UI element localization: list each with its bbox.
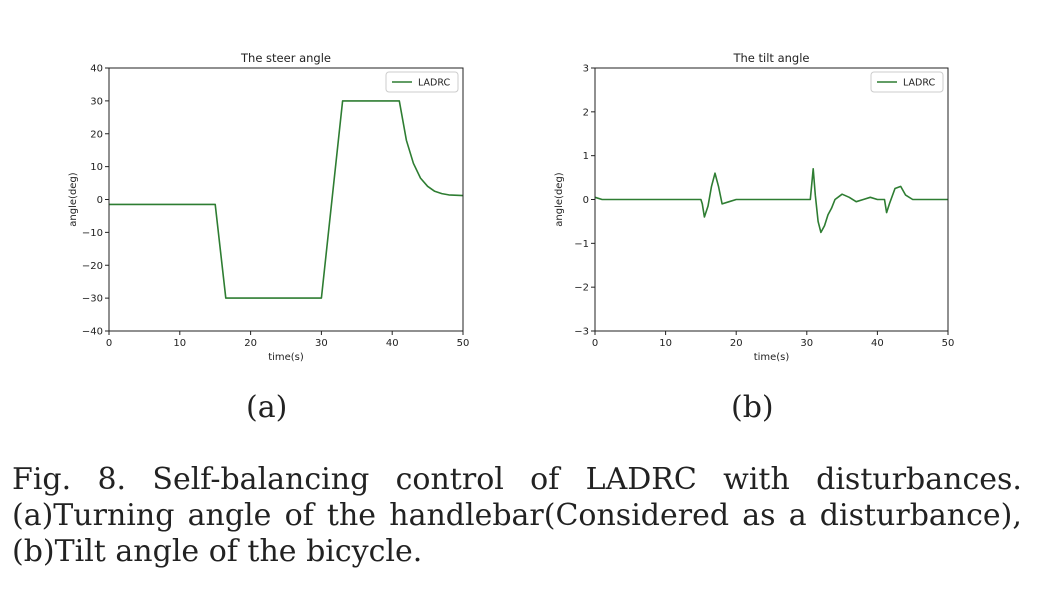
- x-tick-label: 10: [659, 338, 672, 349]
- legend-label: LADRC: [903, 78, 935, 89]
- caption-word: Self-balancing: [152, 462, 370, 497]
- x-tick-label: 0: [592, 338, 598, 349]
- x-axis-label: time(s): [268, 352, 304, 363]
- legend: LADRC: [870, 71, 944, 93]
- y-tick-label: 2: [583, 107, 589, 118]
- caption-word: Fig.: [12, 462, 72, 497]
- sub-label-b: (b): [731, 390, 774, 425]
- y-tick-label: 10: [90, 162, 103, 173]
- y-tick-label: 1: [583, 151, 589, 162]
- y-tick-label: −10: [82, 228, 103, 239]
- caption-word: handlebar(Considered: [389, 498, 730, 533]
- caption-word: angle: [187, 498, 272, 533]
- y-tick-label: −3: [574, 327, 589, 338]
- figure-caption: Fig. 8. Self-balancing control of LADRC …: [12, 462, 1022, 570]
- x-tick-label: 50: [942, 338, 955, 349]
- y-tick-label: 20: [90, 129, 103, 140]
- series-line-ladrc: [594, 168, 948, 234]
- y-axis-label: angle(deg): [68, 172, 79, 226]
- caption-word: of: [284, 498, 314, 533]
- caption-word: of: [530, 462, 560, 497]
- y-axis-label: angle(deg): [554, 172, 565, 226]
- y-tick-label: 40: [90, 64, 103, 75]
- chart-a: The steer angle 0 10 20 30 40 50 40 30 20 10 0 −10 −2…: [68, 51, 469, 363]
- caption-word: (a)Turning: [12, 498, 175, 533]
- sub-label-a: (a): [246, 390, 288, 425]
- y-tick-label: 3: [583, 64, 589, 75]
- caption-word: with: [723, 462, 790, 497]
- caption-word: 8.: [97, 462, 127, 497]
- caption-line-1: Fig. 8. Self-balancing control of LADRC …: [12, 462, 1022, 498]
- y-tick-label: −30: [82, 294, 103, 305]
- x-tick-label: 20: [730, 338, 743, 349]
- y-tick-label: 0: [97, 195, 103, 206]
- legend-label: LADRC: [418, 78, 450, 89]
- chart-title: The steer angle: [240, 51, 331, 65]
- y-tick-label: 0: [583, 195, 589, 206]
- caption-line-3: (b)Tilt angle of the bicycle.: [12, 534, 423, 569]
- caption-word: disturbance),: [819, 498, 1022, 533]
- legend: LADRC: [385, 71, 459, 93]
- y-tick-label: −20: [82, 261, 103, 272]
- x-tick-label: 20: [244, 338, 257, 349]
- x-tick-label: 40: [386, 338, 399, 349]
- x-tick-label: 0: [106, 338, 112, 349]
- caption-word: disturbances.: [816, 462, 1022, 497]
- x-axis-label: time(s): [754, 352, 790, 363]
- y-tick-label: −2: [574, 283, 589, 294]
- caption-word: control: [395, 462, 504, 497]
- x-tick-label: 30: [800, 338, 813, 349]
- series-line-ladrc: [109, 100, 464, 299]
- caption-word: as: [742, 498, 776, 533]
- x-tick-label: 40: [871, 338, 884, 349]
- x-tick-label: 10: [173, 338, 186, 349]
- x-tick-label: 30: [315, 338, 328, 349]
- x-tick-label: 50: [457, 338, 470, 349]
- caption-word: LADRC: [585, 462, 697, 497]
- caption-word: the: [326, 498, 377, 533]
- caption-word: a: [788, 498, 807, 533]
- y-tick-label: −40: [82, 327, 103, 338]
- plot-frame: [108, 67, 464, 332]
- chart-title: The tilt angle: [732, 51, 809, 65]
- y-tick-label: 30: [90, 96, 103, 107]
- legend-box: [870, 71, 944, 93]
- caption-line-2: (a)Turning angle of the handlebar(Consid…: [12, 498, 1022, 534]
- legend-box: [385, 71, 459, 93]
- y-tick-label: −1: [574, 239, 589, 250]
